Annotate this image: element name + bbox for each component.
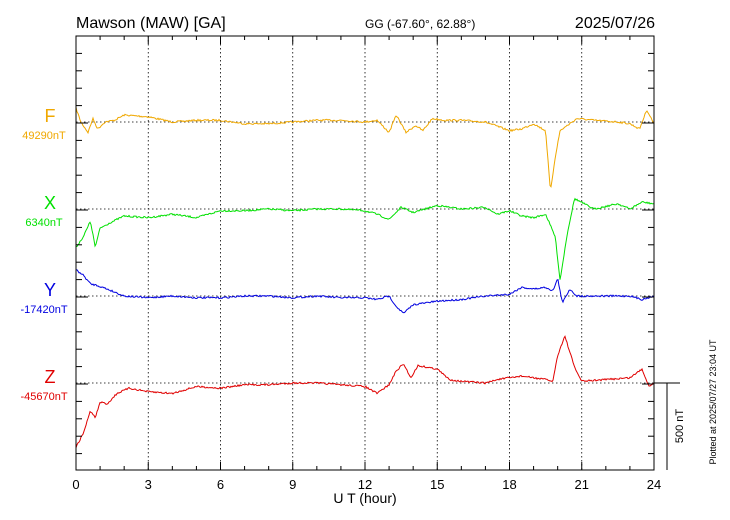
component-labels: F 49290nT X 6340nT Y -17420nT Z -45670nT [20,106,67,403]
x-tick-label: 24 [647,477,661,492]
baseline-value-x: 6340nT [25,217,63,229]
baseline-value-z: -45670nT [20,391,67,403]
trace-y [75,269,655,314]
series-name-x: X [44,193,56,213]
x-tick-label: 15 [430,477,444,492]
baseline-value-f: 49290nT [22,130,66,142]
axis-ticks: 0 3 6 9 12 15 18 21 24 [72,36,661,492]
scale-bar: 500 nT [654,382,686,470]
x-tick-label: 21 [575,477,589,492]
baseline-value-y: -17420nT [20,304,67,316]
trace-z [75,335,655,449]
x-tick-label: 12 [358,477,372,492]
series-name-f: F [45,106,56,126]
geographic-coordinates: GG (-67.60°, 62.88°) [365,17,475,31]
series-name-y: Y [44,280,56,300]
scale-bar-label: 500 nT [674,409,686,444]
trace-group [75,107,655,449]
x-axis-label: U T (hour) [333,490,396,506]
x-tick-label: 9 [289,477,296,492]
x-tick-label: 3 [145,477,152,492]
trace-f [75,107,655,188]
series-name-z: Z [45,367,56,387]
plotted-timestamp: Plotted at 2025/07/27 23:04 UT [708,339,718,465]
x-tick-label: 18 [502,477,516,492]
station-title: Mawson (MAW) [GA] [76,15,226,32]
x-tick-label: 0 [72,477,79,492]
trace-x [75,197,654,280]
grid-lines [76,36,654,470]
x-tick-label: 6 [217,477,224,492]
plot-date: 2025/07/26 [575,15,655,32]
